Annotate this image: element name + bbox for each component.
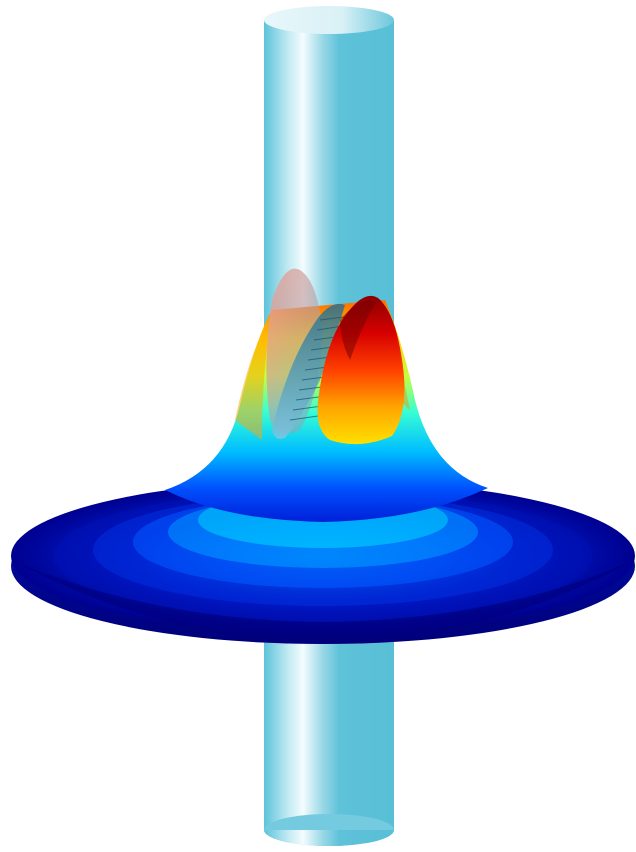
field-surface	[11, 480, 635, 644]
hot-peak	[317, 295, 405, 445]
